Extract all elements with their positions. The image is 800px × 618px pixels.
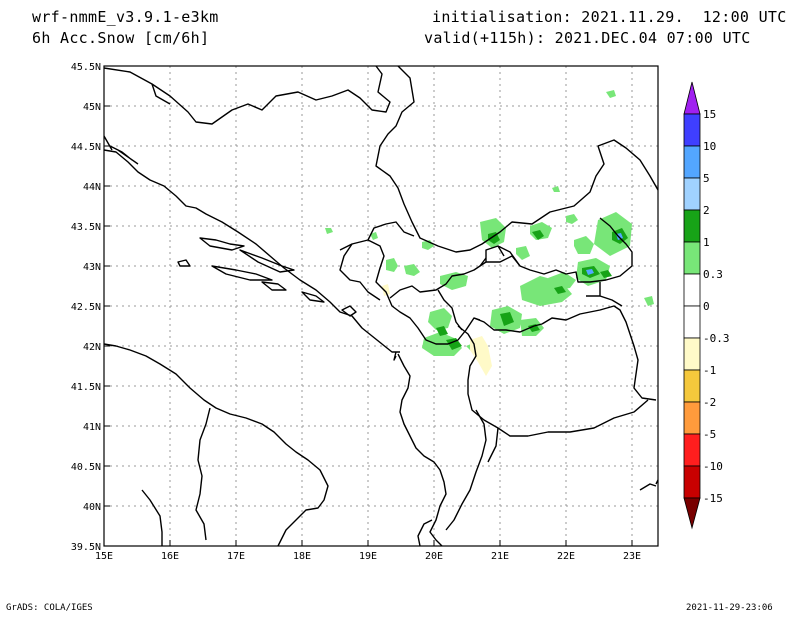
lon-label: 18E xyxy=(293,551,311,562)
lon-label: 22E xyxy=(557,551,575,562)
colorbar-label: -0.3 xyxy=(703,332,730,345)
snow-area xyxy=(554,286,566,294)
snow-area xyxy=(566,214,578,224)
lat-label: 40N xyxy=(83,502,101,513)
colorbar-swatch xyxy=(683,177,701,211)
lat-label: 44.5N xyxy=(71,142,101,153)
colorbar-label: -1 xyxy=(703,364,716,377)
lat-label: 42.5N xyxy=(71,302,101,313)
lat-labels: 45.5N 45N 44.5N 44N 43.5N 43N 42.5N 42N … xyxy=(71,62,101,553)
lat-label: 41.5N xyxy=(71,382,101,393)
coastlines-borders xyxy=(103,65,659,547)
snow-area xyxy=(606,90,616,98)
snow-areas xyxy=(325,90,654,376)
colorbar-swatch xyxy=(683,465,701,499)
grid-lines xyxy=(104,66,658,546)
render-timestamp: 2021-11-29-23:06 xyxy=(686,603,773,613)
snow-area xyxy=(574,236,594,254)
colorbar xyxy=(683,81,701,530)
colorbar-label: -15 xyxy=(703,492,723,505)
lat-label: 43N xyxy=(83,262,101,273)
lon-label: 16E xyxy=(161,551,179,562)
colorbar-label: 10 xyxy=(703,140,716,153)
lon-label: 15E xyxy=(95,551,113,562)
lon-label: 21E xyxy=(491,551,509,562)
snow-area xyxy=(446,338,462,350)
snow-area xyxy=(436,326,448,336)
lat-label: 39.5N xyxy=(71,542,101,553)
colorbar-swatch xyxy=(683,305,701,339)
snow-area xyxy=(404,264,420,276)
snow-area xyxy=(488,232,500,244)
lat-label: 42N xyxy=(83,342,101,353)
model-title: wrf-nmmE_v3.9.1-e3km xyxy=(32,8,219,26)
snow-area xyxy=(644,296,654,306)
lat-label: 45N xyxy=(83,102,101,113)
lon-labels: 15E 16E 17E 18E 19E 20E 21E 22E 23E xyxy=(95,551,641,562)
colorbar-bottom-arrow xyxy=(683,497,701,530)
colorbar-swatch xyxy=(683,273,701,307)
snow-area xyxy=(470,336,492,376)
colorbar-label: 1 xyxy=(703,236,710,249)
colorbar-label: -5 xyxy=(703,428,716,441)
colorbar-label: 0 xyxy=(703,300,710,313)
lat-label: 41N xyxy=(83,422,101,433)
lat-label: 45.5N xyxy=(71,62,101,73)
snow-area xyxy=(600,270,612,278)
colorbar-swatch xyxy=(683,369,701,403)
lat-label: 40.5N xyxy=(71,462,101,473)
colorbar-swatch xyxy=(683,209,701,243)
snow-area xyxy=(386,258,398,272)
colorbar-swatch xyxy=(683,433,701,467)
snow-area xyxy=(428,308,452,330)
colorbar-swatch xyxy=(683,241,701,275)
colorbar-label: -10 xyxy=(703,460,723,473)
colorbar-label: 0.3 xyxy=(703,268,723,281)
snow-area xyxy=(370,232,378,240)
snow-area xyxy=(382,284,390,296)
grads-credit: GrADS: COLA/IGES xyxy=(6,603,93,613)
colorbar-swatch xyxy=(683,401,701,435)
snow-area xyxy=(552,186,560,192)
snow-area xyxy=(516,246,530,260)
lon-label: 20E xyxy=(425,551,443,562)
lon-label: 19E xyxy=(359,551,377,562)
colorbar-swatch xyxy=(683,337,701,371)
colorbar-top-arrow xyxy=(683,81,701,115)
lat-label: 44N xyxy=(83,182,101,193)
snow-area xyxy=(500,312,514,326)
colorbar-swatch xyxy=(683,113,701,147)
lat-label: 43.5N xyxy=(71,222,101,233)
colorbar-label: 15 xyxy=(703,108,716,121)
axis-ticks xyxy=(104,65,633,546)
colorbar-label: 5 xyxy=(703,172,710,185)
snow-area xyxy=(548,272,576,290)
field-title: 6h Acc.Snow [cm/6h] xyxy=(32,29,210,47)
colorbar-label: 2 xyxy=(703,204,710,217)
lon-label: 23E xyxy=(623,551,641,562)
lon-label: 17E xyxy=(227,551,245,562)
valid-time: valid(+115h): 2021.DEC.04 07:00 UTC xyxy=(424,29,751,47)
snow-area xyxy=(532,230,544,240)
colorbar-labels: 15 10 5 2 1 0.3 0 -0.3 -1 -2 -5 -10 -15 xyxy=(703,108,730,505)
colorbar-swatch xyxy=(683,145,701,179)
snow-area xyxy=(440,272,468,290)
init-time: initialisation: 2021.11.29. 12:00 UTC xyxy=(432,8,787,26)
snow-area xyxy=(586,269,594,275)
snow-area xyxy=(325,228,333,234)
colorbar-label: -2 xyxy=(703,396,716,409)
snow-area xyxy=(528,324,540,332)
